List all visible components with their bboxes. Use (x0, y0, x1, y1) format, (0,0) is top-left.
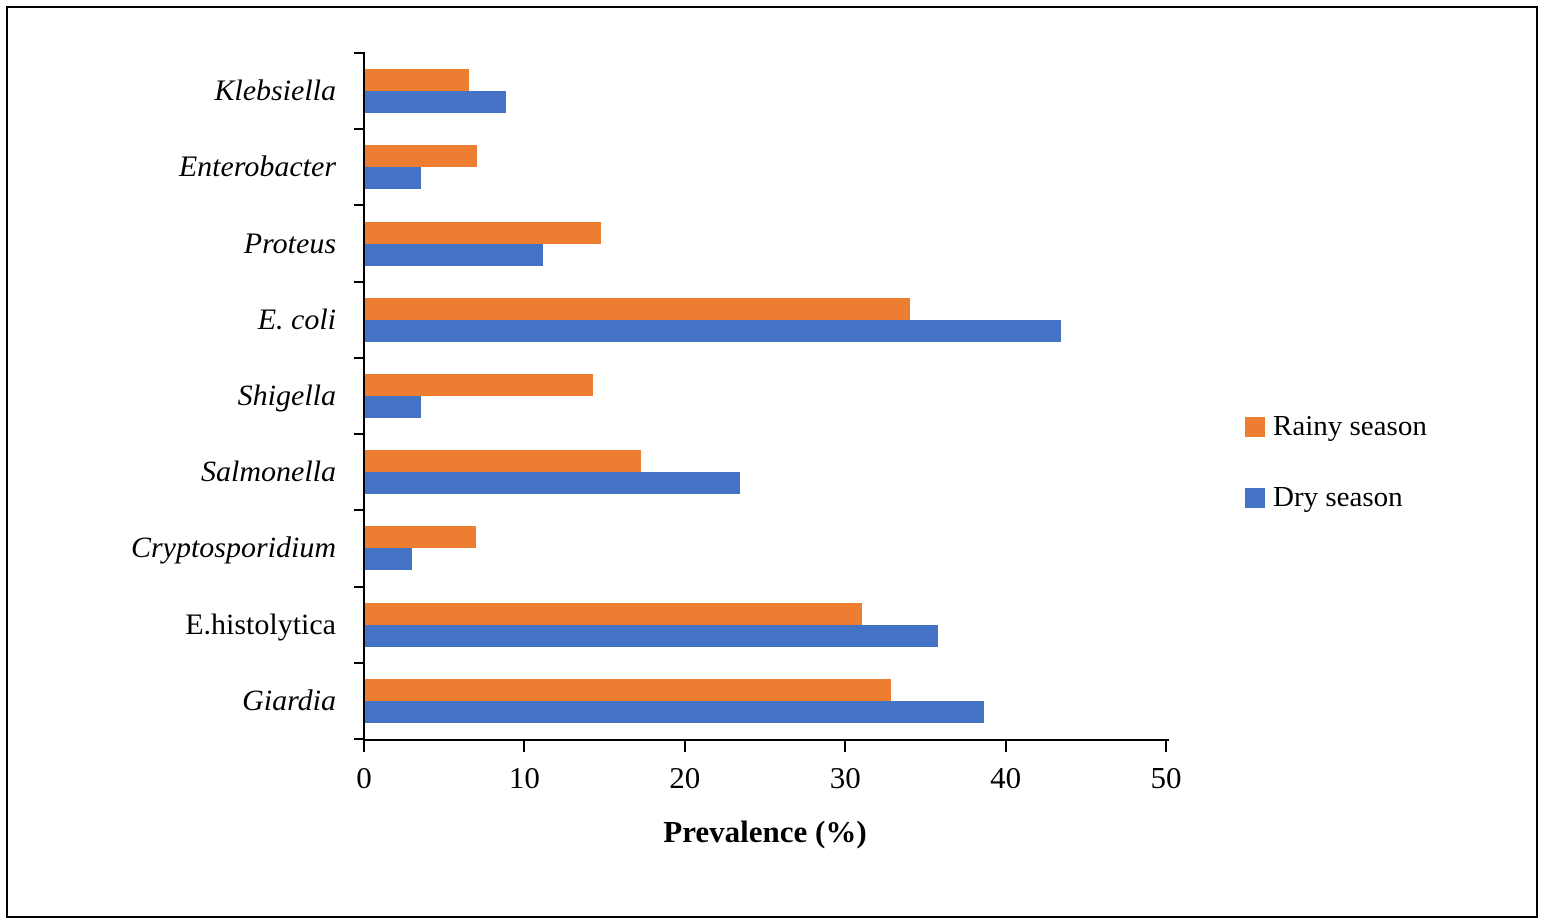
bar-rainy-season (365, 678, 892, 701)
y-tick-mark (354, 738, 363, 740)
bar-dry-season (365, 319, 1062, 342)
x-tick-mark (844, 741, 847, 752)
category-label: E. coli (257, 302, 336, 336)
bar-rainy-season (365, 602, 863, 625)
chart-figure: Klebsiella Enterobacter Proteus E. coli Shig… (6, 6, 1538, 918)
category-label: Shigella (237, 378, 336, 412)
x-tick-label: 10 (508, 760, 540, 795)
bar-rainy-season (365, 297, 911, 320)
category-label: E.histolytica (185, 607, 336, 641)
category-label: Giardia (242, 683, 336, 717)
category-label: Cryptosporidium (130, 531, 336, 565)
category-label: Proteus (243, 226, 336, 260)
legend-item: Dry season (1245, 481, 1427, 514)
legend-label: Rainy season (1273, 410, 1427, 442)
y-tick-mark (354, 433, 363, 436)
legend-swatch-icon (1245, 416, 1265, 437)
x-tick-label: 0 (356, 760, 372, 795)
y-axis-ticks (354, 52, 363, 740)
y-tick-mark (354, 585, 363, 588)
bar-dry-season (365, 700, 985, 723)
legend-swatch-icon (1245, 487, 1265, 508)
category-row (365, 205, 1167, 281)
bar-rainy-season (365, 69, 470, 92)
y-axis-line (363, 52, 365, 741)
bar-dry-season (365, 167, 422, 190)
category-row (365, 282, 1167, 358)
y-tick-mark (354, 509, 363, 512)
bar-rainy-season (365, 526, 476, 549)
x-tick-mark (1165, 741, 1167, 752)
y-tick-mark (354, 52, 363, 54)
y-axis-category-labels: Klebsiella Enterobacter Proteus E. coli Shig… (18, 53, 350, 739)
bar-rainy-season (365, 450, 641, 473)
y-tick-mark (354, 280, 363, 283)
bar-rainy-season (365, 145, 478, 168)
bar-rainy-season (365, 373, 593, 396)
plot-area (365, 53, 1167, 739)
x-axis-title: Prevalence (%) (663, 814, 867, 849)
y-tick-mark (354, 661, 363, 664)
bar-dry-season (365, 243, 544, 266)
x-tick-label: 50 (1150, 760, 1182, 795)
y-tick-mark (354, 204, 363, 207)
category-label: Enterobacter (178, 150, 336, 184)
x-tick-label: 30 (829, 760, 861, 795)
bar-dry-season (365, 472, 741, 495)
bar-dry-season (365, 624, 938, 647)
category-row (365, 510, 1167, 586)
bar-dry-season (365, 548, 412, 571)
y-tick-mark (354, 128, 363, 131)
x-tick-label: 40 (990, 760, 1022, 795)
bar-rainy-season (365, 221, 601, 244)
x-tick-mark (1004, 741, 1007, 752)
y-tick-mark (354, 356, 363, 359)
category-row (365, 129, 1167, 205)
x-tick-mark (523, 741, 526, 752)
category-label: Klebsiella (214, 74, 336, 108)
category-label: Salmonella (201, 455, 336, 489)
category-row (365, 53, 1167, 129)
x-tick-label: 20 (669, 760, 701, 795)
x-axis-line (363, 739, 1169, 741)
category-row (365, 663, 1167, 739)
legend-label: Dry season (1273, 481, 1403, 513)
category-row (365, 358, 1167, 434)
x-axis-tick-labels: 0 10 20 30 40 50 (356, 760, 1181, 800)
category-row (365, 587, 1167, 663)
bar-dry-season (365, 395, 422, 418)
x-axis-ticks (363, 741, 1167, 752)
x-tick-mark (683, 741, 686, 752)
legend: Rainy season Dry season (1245, 410, 1427, 514)
x-tick-mark (363, 741, 365, 752)
legend-item: Rainy season (1245, 410, 1427, 443)
bar-dry-season (365, 91, 507, 114)
category-row (365, 434, 1167, 510)
